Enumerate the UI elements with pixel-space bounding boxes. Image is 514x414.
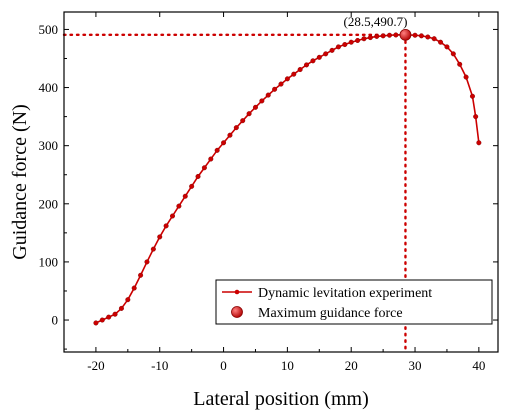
data-point bbox=[476, 140, 482, 146]
data-point bbox=[259, 98, 265, 104]
data-point bbox=[304, 62, 310, 68]
data-point bbox=[157, 234, 163, 240]
data-point bbox=[393, 32, 399, 38]
data-point bbox=[297, 67, 303, 73]
data-point bbox=[310, 58, 316, 64]
data-point bbox=[348, 39, 354, 45]
data-point bbox=[189, 183, 195, 189]
data-point bbox=[367, 35, 373, 41]
data-point bbox=[240, 118, 246, 124]
data-point bbox=[380, 33, 386, 39]
data-point bbox=[112, 311, 118, 317]
data-point bbox=[214, 147, 220, 153]
data-point bbox=[387, 32, 393, 38]
data-point bbox=[201, 165, 207, 171]
data-point bbox=[176, 203, 182, 209]
x-tick-label: -20 bbox=[87, 358, 104, 373]
x-tick-label: 20 bbox=[345, 358, 358, 373]
data-point bbox=[125, 297, 131, 303]
data-point bbox=[221, 140, 227, 146]
legend-frame bbox=[215, 279, 493, 325]
legend-label-maximum: Maximum guidance force bbox=[258, 306, 403, 321]
y-tick-label: 0 bbox=[52, 313, 59, 328]
data-point bbox=[463, 74, 469, 80]
data-point bbox=[444, 44, 450, 50]
data-point bbox=[469, 93, 475, 99]
y-axis-title: Guidance force (N) bbox=[9, 104, 31, 259]
data-point bbox=[418, 33, 424, 39]
plot-border bbox=[63, 11, 499, 353]
x-tick-label: 0 bbox=[220, 358, 227, 373]
data-point bbox=[144, 259, 150, 265]
data-point bbox=[93, 320, 99, 326]
data-point bbox=[361, 36, 367, 42]
legend-line-marker bbox=[234, 289, 240, 295]
data-point bbox=[182, 193, 188, 199]
legend: Dynamic levitation experiment Maximum gu… bbox=[215, 279, 493, 325]
x-axis-title: Lateral position (mm) bbox=[193, 388, 369, 410]
x-tick-label: 40 bbox=[472, 358, 485, 373]
data-point bbox=[99, 317, 105, 323]
data-point bbox=[335, 44, 341, 50]
data-point bbox=[118, 305, 124, 311]
plot-frame bbox=[63, 11, 499, 353]
legend-max-marker bbox=[231, 306, 243, 318]
data-point bbox=[252, 104, 258, 110]
y-tick-label: 300 bbox=[39, 138, 59, 153]
data-point bbox=[195, 173, 201, 179]
y-tick-label: 500 bbox=[39, 22, 59, 37]
data-point bbox=[138, 272, 144, 278]
data-point bbox=[246, 111, 252, 117]
data-point bbox=[450, 51, 456, 57]
data-point bbox=[163, 223, 169, 229]
x-tick-label: 10 bbox=[281, 358, 294, 373]
data-point bbox=[208, 156, 214, 162]
max-point-marker bbox=[399, 28, 412, 41]
data-point bbox=[278, 81, 284, 87]
series-group bbox=[93, 28, 482, 326]
data-point bbox=[431, 36, 437, 42]
y-tick-label: 200 bbox=[39, 196, 59, 211]
data-point bbox=[329, 47, 335, 53]
data-point bbox=[438, 39, 444, 45]
data-point bbox=[291, 71, 297, 77]
max-point-annotation: (28.5,490.7) bbox=[343, 14, 407, 29]
data-point bbox=[227, 132, 233, 138]
data-point bbox=[355, 37, 361, 43]
y-tick-label: 400 bbox=[39, 80, 59, 95]
data-point bbox=[131, 285, 137, 291]
data-point bbox=[342, 42, 348, 48]
data-point bbox=[412, 32, 418, 38]
data-point bbox=[374, 33, 380, 39]
legend-label-experiment: Dynamic levitation experiment bbox=[258, 286, 432, 301]
x-tick-label: 30 bbox=[409, 358, 422, 373]
data-point bbox=[169, 213, 175, 219]
x-tick-label: -10 bbox=[151, 358, 168, 373]
data-point bbox=[425, 34, 431, 40]
data-point bbox=[272, 86, 278, 92]
data-point bbox=[233, 125, 239, 131]
guide-lines bbox=[62, 33, 407, 354]
data-point bbox=[150, 246, 156, 252]
y-tick-label: 100 bbox=[39, 254, 59, 269]
data-point bbox=[473, 114, 479, 120]
data-point bbox=[457, 61, 463, 67]
data-point bbox=[106, 314, 112, 320]
data-point bbox=[284, 76, 290, 82]
data-point bbox=[316, 54, 322, 60]
data-point bbox=[323, 51, 329, 57]
data-point bbox=[265, 92, 271, 98]
